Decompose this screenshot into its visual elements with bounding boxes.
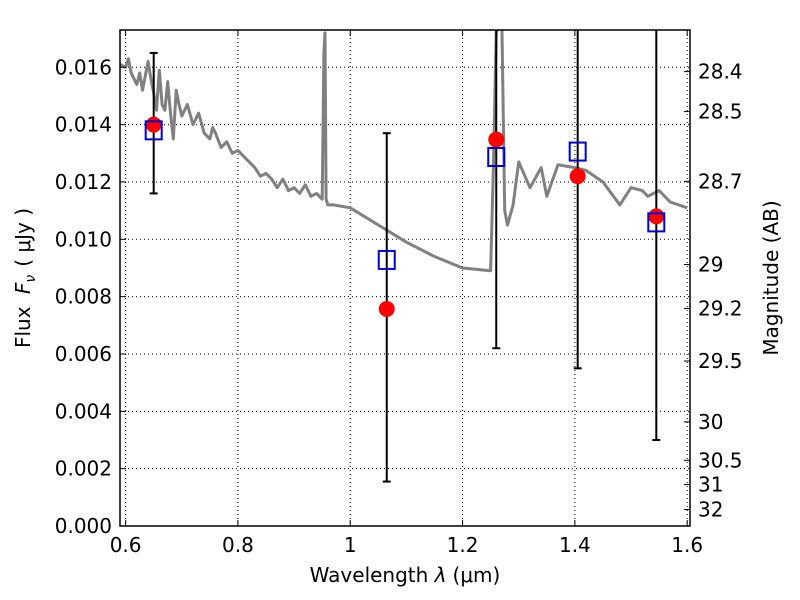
y-axis-label-left: Flux Fν ( μJy ) [11,208,39,348]
observed-point [488,131,505,148]
x-axis-label-main: Wavelength [310,563,435,587]
x-tick-label: 1.4 [559,533,591,557]
y-tick-label: 0.014 [55,113,112,137]
right-tick-label: 31 [698,473,723,497]
x-axis-label: Wavelength λ (μm) [310,563,501,587]
axis-ticks: 0.6 0.8 1 1.2 1.4 1.6 0.000 0.002 0.004 0.006 0.00… [55,30,743,557]
x-axis-label-units: (μm) [453,563,501,587]
right-tick-label: 32 [698,498,723,522]
y-tick-label: 0.008 [55,285,112,309]
observed-point [378,300,395,317]
model-photometry-square [647,212,666,233]
right-tick-label: 30.5 [698,448,743,472]
right-tick-label: 28.5 [698,100,743,124]
right-tick-label: 29.5 [698,349,743,373]
model-photometry-square [144,120,163,141]
y-tick-label: 0.002 [55,457,112,481]
right-tick-label: 28.4 [698,60,743,84]
y-tick-label: 0.006 [55,342,112,366]
model-photometry-square [568,141,587,162]
observed-point [648,208,665,225]
model-photometry-square [377,249,396,270]
y-axis-label-symbol: F [11,282,35,294]
y-tick-label: 0.004 [55,399,112,423]
x-tick-label: 1.2 [447,533,479,557]
observed-point [569,168,586,185]
y-axis-label-units: ( μJy ) [11,208,35,267]
x-axis-label-lambda: λ [434,563,447,587]
right-tick-label: 29 [698,253,723,277]
y-tick-label: 0.010 [55,227,112,251]
data-layer [120,30,688,483]
right-tick-label: 29.2 [698,297,743,321]
y-tick-label: 0.016 [55,55,112,79]
y-axis-label-sub: ν [23,275,39,283]
x-tick-label: 1 [344,533,357,557]
right-tick-label: 30 [698,410,723,434]
right-tick-label: 28.7 [698,169,743,193]
y-tick-label: 0.000 [55,514,112,538]
y-tick-label: 0.012 [55,170,112,194]
observed-point [145,116,162,133]
x-tick-label: 0.6 [110,533,142,557]
y-axis-label-main: Flux [11,300,35,348]
y-axis-label-right: Magnitude (AB) [759,200,783,355]
x-tick-label: 1.6 [671,533,703,557]
plot-frame [119,29,691,527]
model-sed-line [120,30,688,273]
x-tick-label: 0.8 [222,533,254,557]
model-photometry-square [487,147,506,168]
